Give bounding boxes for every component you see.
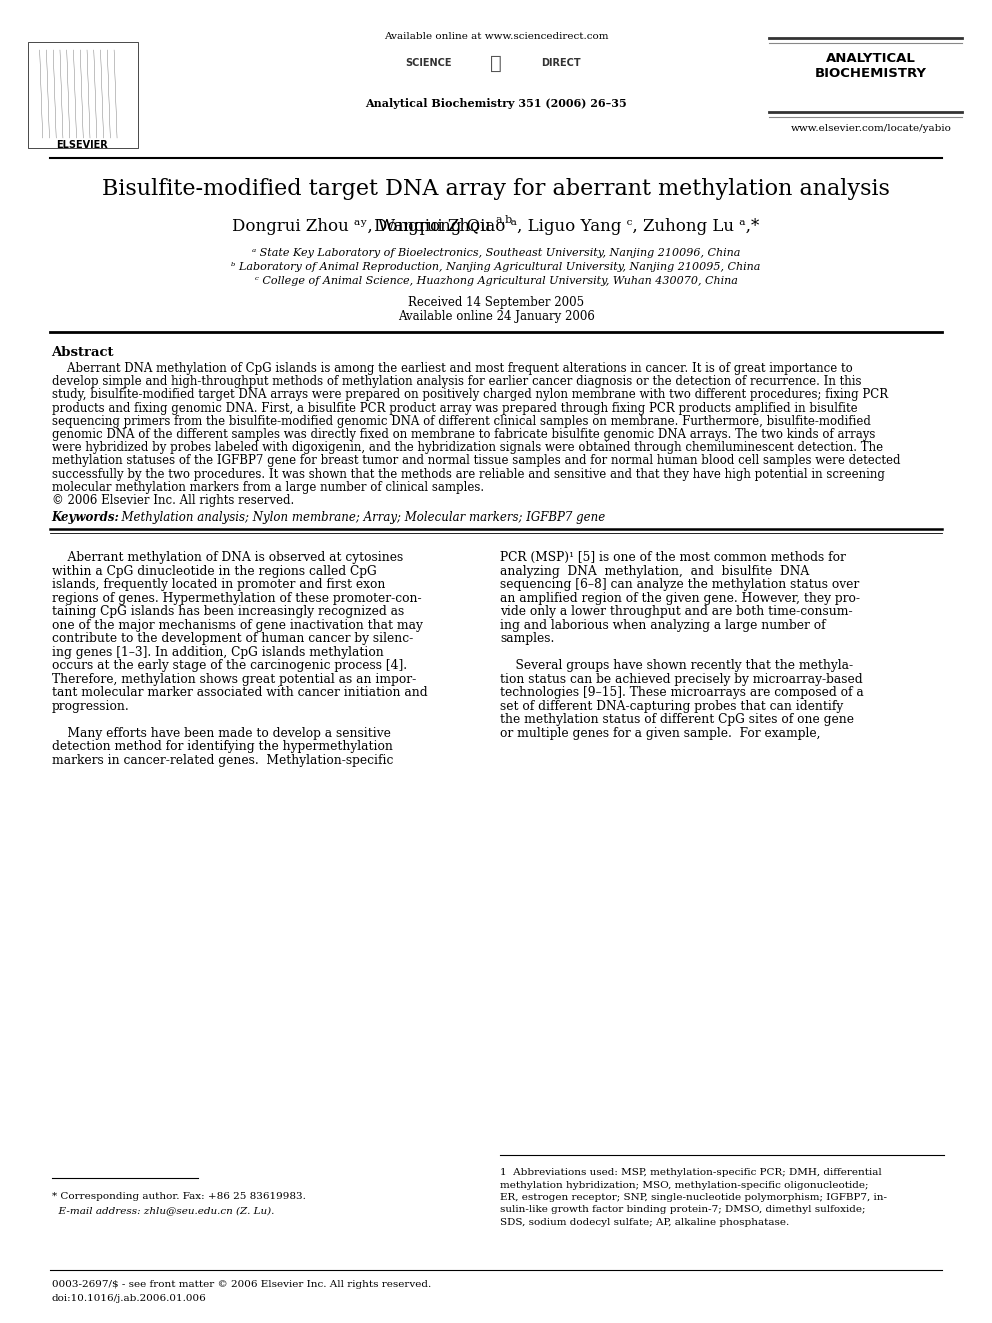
- Text: © 2006 Elsevier Inc. All rights reserved.: © 2006 Elsevier Inc. All rights reserved…: [52, 493, 294, 507]
- Text: ᵃ State Key Laboratory of Bioelectronics, Southeast University, Nanjing 210096, : ᵃ State Key Laboratory of Bioelectronics…: [252, 247, 740, 258]
- Text: Bisulfite-modified target DNA array for aberrant methylation analysis: Bisulfite-modified target DNA array for …: [102, 179, 890, 200]
- Text: set of different DNA-capturing probes that can identify: set of different DNA-capturing probes th…: [500, 700, 843, 713]
- Text: islands, frequently located in promoter and first exon: islands, frequently located in promoter …: [52, 578, 385, 591]
- Text: Aberrant DNA methylation of CpG islands is among the earliest and most frequent : Aberrant DNA methylation of CpG islands …: [52, 363, 852, 374]
- Text: the methylation status of different CpG sites of one gene: the methylation status of different CpG …: [500, 713, 854, 726]
- Text: ANALYTICAL: ANALYTICAL: [826, 52, 916, 65]
- Text: ⓐ: ⓐ: [490, 53, 502, 73]
- Text: SCIENCE: SCIENCE: [405, 58, 451, 67]
- Bar: [28, 42, 138, 148]
- Text: tant molecular marker associated with cancer initiation and: tant molecular marker associated with ca…: [52, 687, 428, 699]
- Text: genomic DNA of the different samples was directly fixed on membrane to fabricate: genomic DNA of the different samples was…: [52, 429, 875, 441]
- Text: ELSEVIER: ELSEVIER: [57, 140, 108, 149]
- Text: Aberrant methylation of DNA is observed at cytosines: Aberrant methylation of DNA is observed …: [52, 552, 403, 564]
- Text: Keywords:: Keywords:: [52, 511, 119, 524]
- Text: ER, estrogen receptor; SNP, single-nucleotide polymorphism; IGFBP7, in-: ER, estrogen receptor; SNP, single-nucle…: [500, 1193, 887, 1203]
- Text: study, bisulfite-modified target DNA arrays were prepared on positively charged : study, bisulfite-modified target DNA arr…: [52, 389, 888, 401]
- Text: were hybridized by probes labeled with digoxigenin, and the hybridization signal: were hybridized by probes labeled with d…: [52, 441, 883, 454]
- Text: doi:10.1016/j.ab.2006.01.006: doi:10.1016/j.ab.2006.01.006: [52, 1294, 206, 1303]
- Text: DIRECT: DIRECT: [541, 58, 580, 67]
- Text: regions of genes. Hypermethylation of these promoter-con-: regions of genes. Hypermethylation of th…: [52, 591, 422, 605]
- Text: markers in cancer-related genes.  Methylation-specific: markers in cancer-related genes. Methyla…: [52, 754, 393, 767]
- Text: technologies [9–15]. These microarrays are composed of a: technologies [9–15]. These microarrays a…: [500, 687, 864, 699]
- Text: PCR (MSP)¹ [5] is one of the most common methods for: PCR (MSP)¹ [5] is one of the most common…: [500, 552, 846, 564]
- Text: one of the major mechanisms of gene inactivation that may: one of the major mechanisms of gene inac…: [52, 619, 423, 631]
- Text: SDS, sodium dodecyl sulfate; AP, alkaline phosphatase.: SDS, sodium dodecyl sulfate; AP, alkalin…: [500, 1218, 790, 1226]
- Text: detection method for identifying the hypermethylation: detection method for identifying the hyp…: [52, 740, 393, 753]
- Text: sequencing primers from the bisulfite-modified genomic DNA of different clinical: sequencing primers from the bisulfite-mo…: [52, 415, 870, 427]
- Text: 0003-2697/$ - see front matter © 2006 Elsevier Inc. All rights reserved.: 0003-2697/$ - see front matter © 2006 El…: [52, 1279, 431, 1289]
- Text: E-mail address: zhlu@seu.edu.cn (Z. Lu).: E-mail address: zhlu@seu.edu.cn (Z. Lu).: [52, 1207, 274, 1215]
- Text: ing genes [1–3]. In addition, CpG islands methylation: ing genes [1–3]. In addition, CpG island…: [52, 646, 383, 659]
- Text: www.elsevier.com/locate/yabio: www.elsevier.com/locate/yabio: [791, 124, 951, 134]
- Text: tion status can be achieved precisely by microarray-based: tion status can be achieved precisely by…: [500, 672, 863, 685]
- Text: or multiple genes for a given sample.  For example,: or multiple genes for a given sample. Fo…: [500, 726, 820, 740]
- Text: progression.: progression.: [52, 700, 129, 713]
- Text: develop simple and high-throughput methods of methylation analysis for earlier c: develop simple and high-throughput metho…: [52, 376, 861, 388]
- Text: ᵇ Laboratory of Animal Reproduction, Nanjing Agricultural University, Nanjing 21: ᵇ Laboratory of Animal Reproduction, Nan…: [231, 262, 761, 273]
- Text: taining CpG islands has been increasingly recognized as: taining CpG islands has been increasingl…: [52, 605, 404, 618]
- Text: within a CpG dinucleotide in the regions called CpG: within a CpG dinucleotide in the regions…: [52, 565, 376, 578]
- Text: Available online at www.sciencedirect.com: Available online at www.sciencedirect.co…: [384, 32, 608, 41]
- Text: Dongrui Zhou: Dongrui Zhou: [374, 218, 496, 235]
- Text: * Corresponding author. Fax: +86 25 83619983.: * Corresponding author. Fax: +86 25 8361…: [52, 1192, 306, 1201]
- Text: Several groups have shown recently that the methyla-: Several groups have shown recently that …: [500, 659, 853, 672]
- Text: sequencing [6–8] can analyze the methylation status over: sequencing [6–8] can analyze the methyla…: [500, 578, 859, 591]
- Text: Therefore, methylation shows great potential as an impor-: Therefore, methylation shows great poten…: [52, 672, 416, 685]
- Text: Analytical Biochemistry 351 (2006) 26–35: Analytical Biochemistry 351 (2006) 26–35: [365, 98, 627, 108]
- Text: contribute to the development of human cancer by silenc-: contribute to the development of human c…: [52, 632, 413, 646]
- Text: vide only a lower throughput and are both time-consum-: vide only a lower throughput and are bot…: [500, 605, 852, 618]
- Text: successfully by the two procedures. It was shown that the methods are reliable a: successfully by the two procedures. It w…: [52, 467, 885, 480]
- Text: 1  Abbreviations used: MSP, methylation-specific PCR; DMH, differential: 1 Abbreviations used: MSP, methylation-s…: [500, 1168, 882, 1177]
- Text: occurs at the early stage of the carcinogenic process [4].: occurs at the early stage of the carcino…: [52, 659, 407, 672]
- Text: sulin-like growth factor binding protein-7; DMSO, dimethyl sulfoxide;: sulin-like growth factor binding protein…: [500, 1205, 865, 1215]
- Text: ing and laborious when analyzing a large number of: ing and laborious when analyzing a large…: [500, 619, 825, 631]
- Text: samples.: samples.: [500, 632, 555, 646]
- Text: BIOCHEMISTRY: BIOCHEMISTRY: [815, 67, 927, 79]
- Text: Methylation analysis; Nylon membrane; Array; Molecular markers; IGFBP7 gene: Methylation analysis; Nylon membrane; Ar…: [113, 511, 605, 524]
- Text: Available online 24 January 2006: Available online 24 January 2006: [398, 310, 594, 323]
- Text: Received 14 September 2005: Received 14 September 2005: [408, 296, 584, 310]
- Text: Dongrui Zhou ᵃʸ, Wanqiong Qiao ᵃ, Liguo Yang ᶜ, Zuhong Lu ᵃ,*: Dongrui Zhou ᵃʸ, Wanqiong Qiao ᵃ, Liguo …: [232, 218, 760, 235]
- Text: an amplified region of the given gene. However, they pro-: an amplified region of the given gene. H…: [500, 591, 860, 605]
- Text: analyzing  DNA  methylation,  and  bisulfite  DNA: analyzing DNA methylation, and bisulfite…: [500, 565, 809, 578]
- Text: Many efforts have been made to develop a sensitive: Many efforts have been made to develop a…: [52, 726, 391, 740]
- Text: Abstract: Abstract: [52, 347, 114, 359]
- Text: products and fixing genomic DNA. First, a bisulfite PCR product array was prepar: products and fixing genomic DNA. First, …: [52, 402, 857, 414]
- Text: molecular methylation markers from a large number of clinical samples.: molecular methylation markers from a lar…: [52, 480, 484, 493]
- Text: methylation statuses of the IGFBP7 gene for breast tumor and normal tissue sampl: methylation statuses of the IGFBP7 gene …: [52, 454, 900, 467]
- Text: methylation hybridization; MSO, methylation-specific oligonucleotide;: methylation hybridization; MSO, methylat…: [500, 1180, 868, 1189]
- Text: a,b: a,b: [496, 214, 513, 224]
- Text: ᶜ College of Animal Science, Huazhong Agricultural University, Wuhan 430070, Chi: ᶜ College of Animal Science, Huazhong Ag…: [255, 277, 737, 286]
